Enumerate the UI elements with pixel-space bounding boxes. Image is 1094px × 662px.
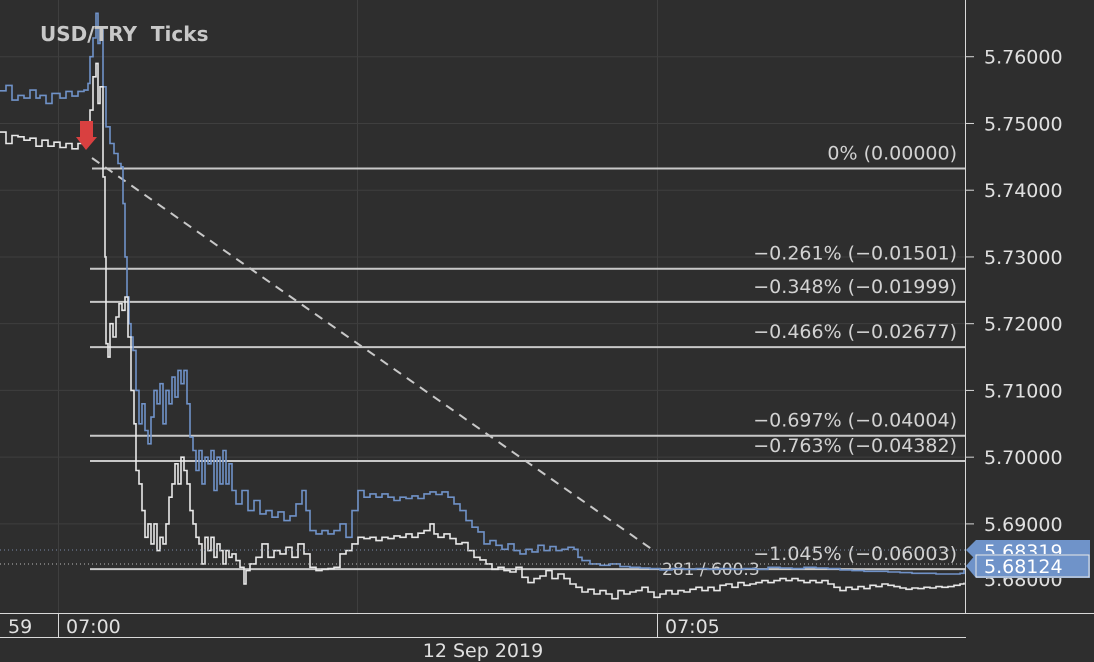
price-tick-label: 5.76000 [984, 47, 1063, 69]
price-tick-label: 5.72000 [984, 314, 1063, 336]
date-label: 12 Sep 2019 [423, 640, 543, 662]
fibonacci-levels: 0% (0.00000) −0.261% (−0.01501) −0.348% (−… [90, 143, 965, 571]
fib-level-label: −0.697% (−0.04004) [753, 410, 957, 432]
bid-price-tag: 5.68124 [966, 554, 1090, 578]
fib-level-label: −0.763% (−0.04382) [753, 435, 957, 457]
fibonacci-trend-line[interactable] [91, 157, 654, 551]
price-tick-label: 5.69000 [984, 514, 1063, 536]
sell-arrow-icon [76, 121, 97, 150]
series-bid-line [0, 62, 965, 600]
series-lines [0, 12, 965, 600]
series-ask-line [0, 12, 965, 575]
price-axis-ticks: 5.76000 5.75000 5.74000 5.73000 5.72000 5.710… [966, 47, 1063, 536]
bid-price-value: 5.68124 [984, 556, 1063, 578]
price-axis-panel[interactable] [966, 0, 1094, 614]
price-tick-label: 5.70000 [984, 447, 1063, 469]
fib-level-label: 0% (0.00000) [827, 143, 957, 165]
fib-level-label: −0.261% (−0.01501) [753, 243, 957, 265]
fib-level-label: −0.348% (−0.01999) [753, 276, 957, 298]
time-label-0705: 07:05 [665, 616, 720, 638]
price-tick-label: 5.73000 [984, 247, 1063, 269]
price-tick-label: 5.74000 [984, 180, 1063, 202]
price-tick-label: 5.71000 [984, 380, 1063, 402]
time-label-59: 59 [8, 616, 32, 638]
fib-level-label: −1.045% (−0.06003) [753, 543, 957, 565]
price-tick-label: 5.75000 [984, 113, 1063, 135]
chart-title: USD/TRY Ticks [40, 22, 208, 46]
time-label-0700: 07:00 [66, 616, 121, 638]
fib-level-label: −0.466% (−0.02677) [753, 321, 957, 343]
grid-lines [0, 0, 965, 614]
